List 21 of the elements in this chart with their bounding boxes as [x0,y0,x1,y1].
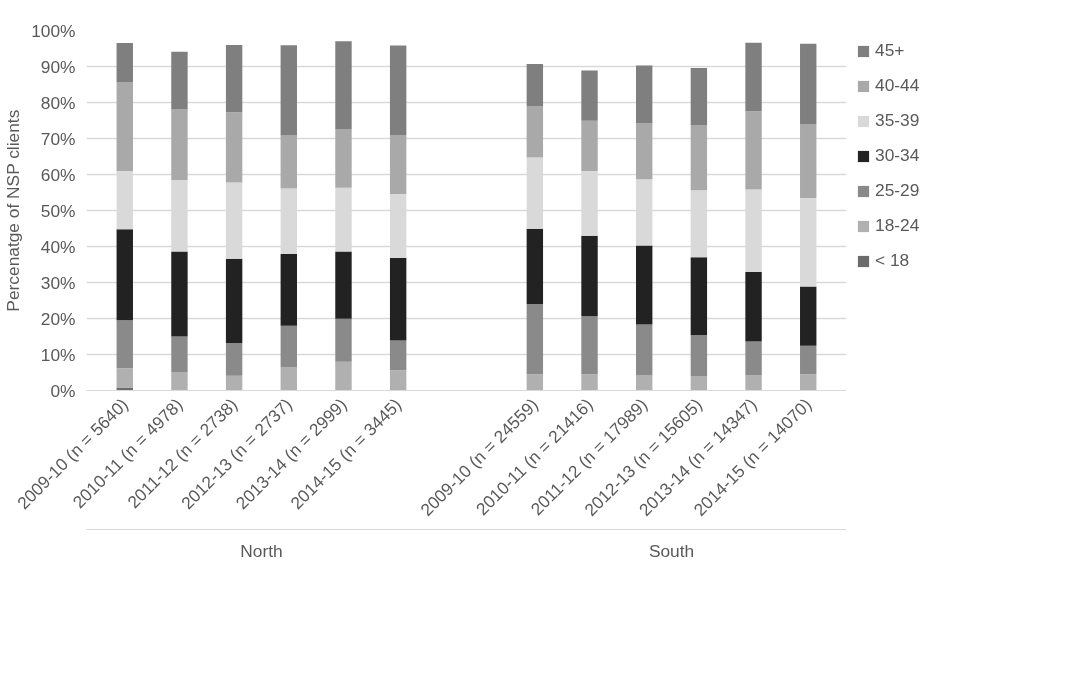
legend-label: 25-29 [875,180,920,201]
y-tick-label: 90% [40,56,76,77]
y-tick-label: 30% [40,272,76,293]
y-tick-label: 10% [40,344,76,365]
legend-label: 18-24 [875,215,920,236]
y-tick-label: 100% [31,20,76,41]
y-tick-label: 20% [40,308,76,329]
legend-label: 40-44 [875,75,920,96]
legend-label: 45+ [875,40,905,61]
text: North [240,540,283,561]
y-tick-label: 70% [40,128,76,149]
y-tick-label: 60% [40,164,76,185]
y-tick-label: 40% [40,236,76,257]
y-tick-label: 80% [40,92,76,113]
legend-label: 35-39 [875,110,920,131]
legend-label: < 18 [875,250,910,271]
legend-label: 30-34 [875,145,920,166]
text: South [648,540,695,561]
y-tick-label: 50% [40,200,76,221]
y-tick-label: 0% [50,380,76,401]
y-axis-title: Percenatge of NSP clients [3,109,24,312]
